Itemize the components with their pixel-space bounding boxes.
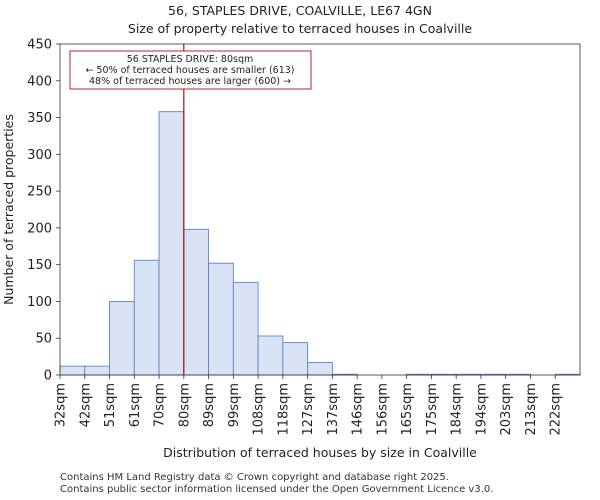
y-tick-label: 350 [27,111,52,126]
footer-line-1: Contains HM Land Registry data © Crown c… [60,472,449,483]
histogram-bar [158,111,185,376]
y-tick-label: 200 [27,221,52,236]
histogram-bar [183,228,210,376]
x-tick-label: 156sqm [375,383,390,436]
x-tick-label: 146sqm [351,383,366,436]
histogram-bar [208,262,234,376]
y-axis-label: Number of terraced properties [1,114,16,305]
x-tick-label: 213sqm [524,383,539,436]
x-axis-ticks: 32sqm 42sqm 51sqm 61sqm 70sqm 80sqm 89sqm 99sqm… [54,375,564,436]
histogram-bar [257,335,284,376]
histogram-bar [84,365,110,376]
property-marker: 56 STAPLES DRIVE: 80sqm← 50% of terraced… [69,44,312,375]
annotation-line: 48% of terraced houses are larger (600) … [89,76,291,87]
x-tick-label: 89sqm [202,383,217,427]
x-tick-label: 203sqm [499,383,514,436]
y-tick-label: 250 [27,185,52,200]
y-tick-label: 450 [27,38,52,53]
x-tick-label: 118sqm [276,383,291,436]
histogram-bar [133,259,160,376]
x-tick-label: 165sqm [400,383,415,436]
x-tick-label: 184sqm [450,383,465,436]
x-tick-label: 32sqm [54,383,69,427]
annotation-box [69,50,312,90]
histogram-bar [59,365,86,376]
y-tick-label: 50 [35,332,52,347]
annotation-line: ← 50% of terraced houses are smaller (61… [85,65,294,76]
histogram-bar [109,300,135,376]
x-tick-label: 61sqm [128,383,143,427]
chart-subtitle: Size of property relative to terraced ho… [127,21,473,36]
chart-title: 56, STAPLES DRIVE, COALVILLE, LE67 4GN [168,3,432,18]
histogram-bar [282,342,309,376]
y-tick-label: 0 [44,369,52,384]
histogram-bar [232,281,259,376]
y-tick-label: 400 [27,74,52,89]
x-tick-label: 127sqm [301,383,316,436]
x-tick-label: 175sqm [425,383,440,436]
footer-line-2: Contains public sector information licen… [60,484,494,495]
y-tick-label: 100 [27,295,52,310]
x-tick-label: 137sqm [326,383,341,436]
histogram-bar [307,362,333,376]
x-tick-label: 80sqm [177,383,192,427]
x-tick-label: 222sqm [549,383,564,436]
annotation-line: 56 STAPLES DRIVE: 80sqm [127,54,254,65]
y-axis-ticks: 0 50 100 150 200 250 300 350 400 450 [27,38,60,384]
x-tick-label: 70sqm [153,383,168,427]
plot-frame [59,43,581,376]
x-tick-label: 194sqm [474,383,489,436]
y-tick-label: 150 [27,258,52,273]
x-tick-label: 51sqm [103,383,118,427]
x-tick-label: 42sqm [78,383,93,427]
histogram-bars [59,111,581,376]
x-tick-label: 99sqm [227,383,242,427]
y-tick-label: 300 [27,148,52,163]
x-axis-label: Distribution of terraced houses by size … [163,445,477,460]
histogram-chart: 0 50 100 150 200 250 300 350 400 450 32sqm 42sqm 51… [1,38,581,460]
x-tick-label: 108sqm [252,383,267,436]
